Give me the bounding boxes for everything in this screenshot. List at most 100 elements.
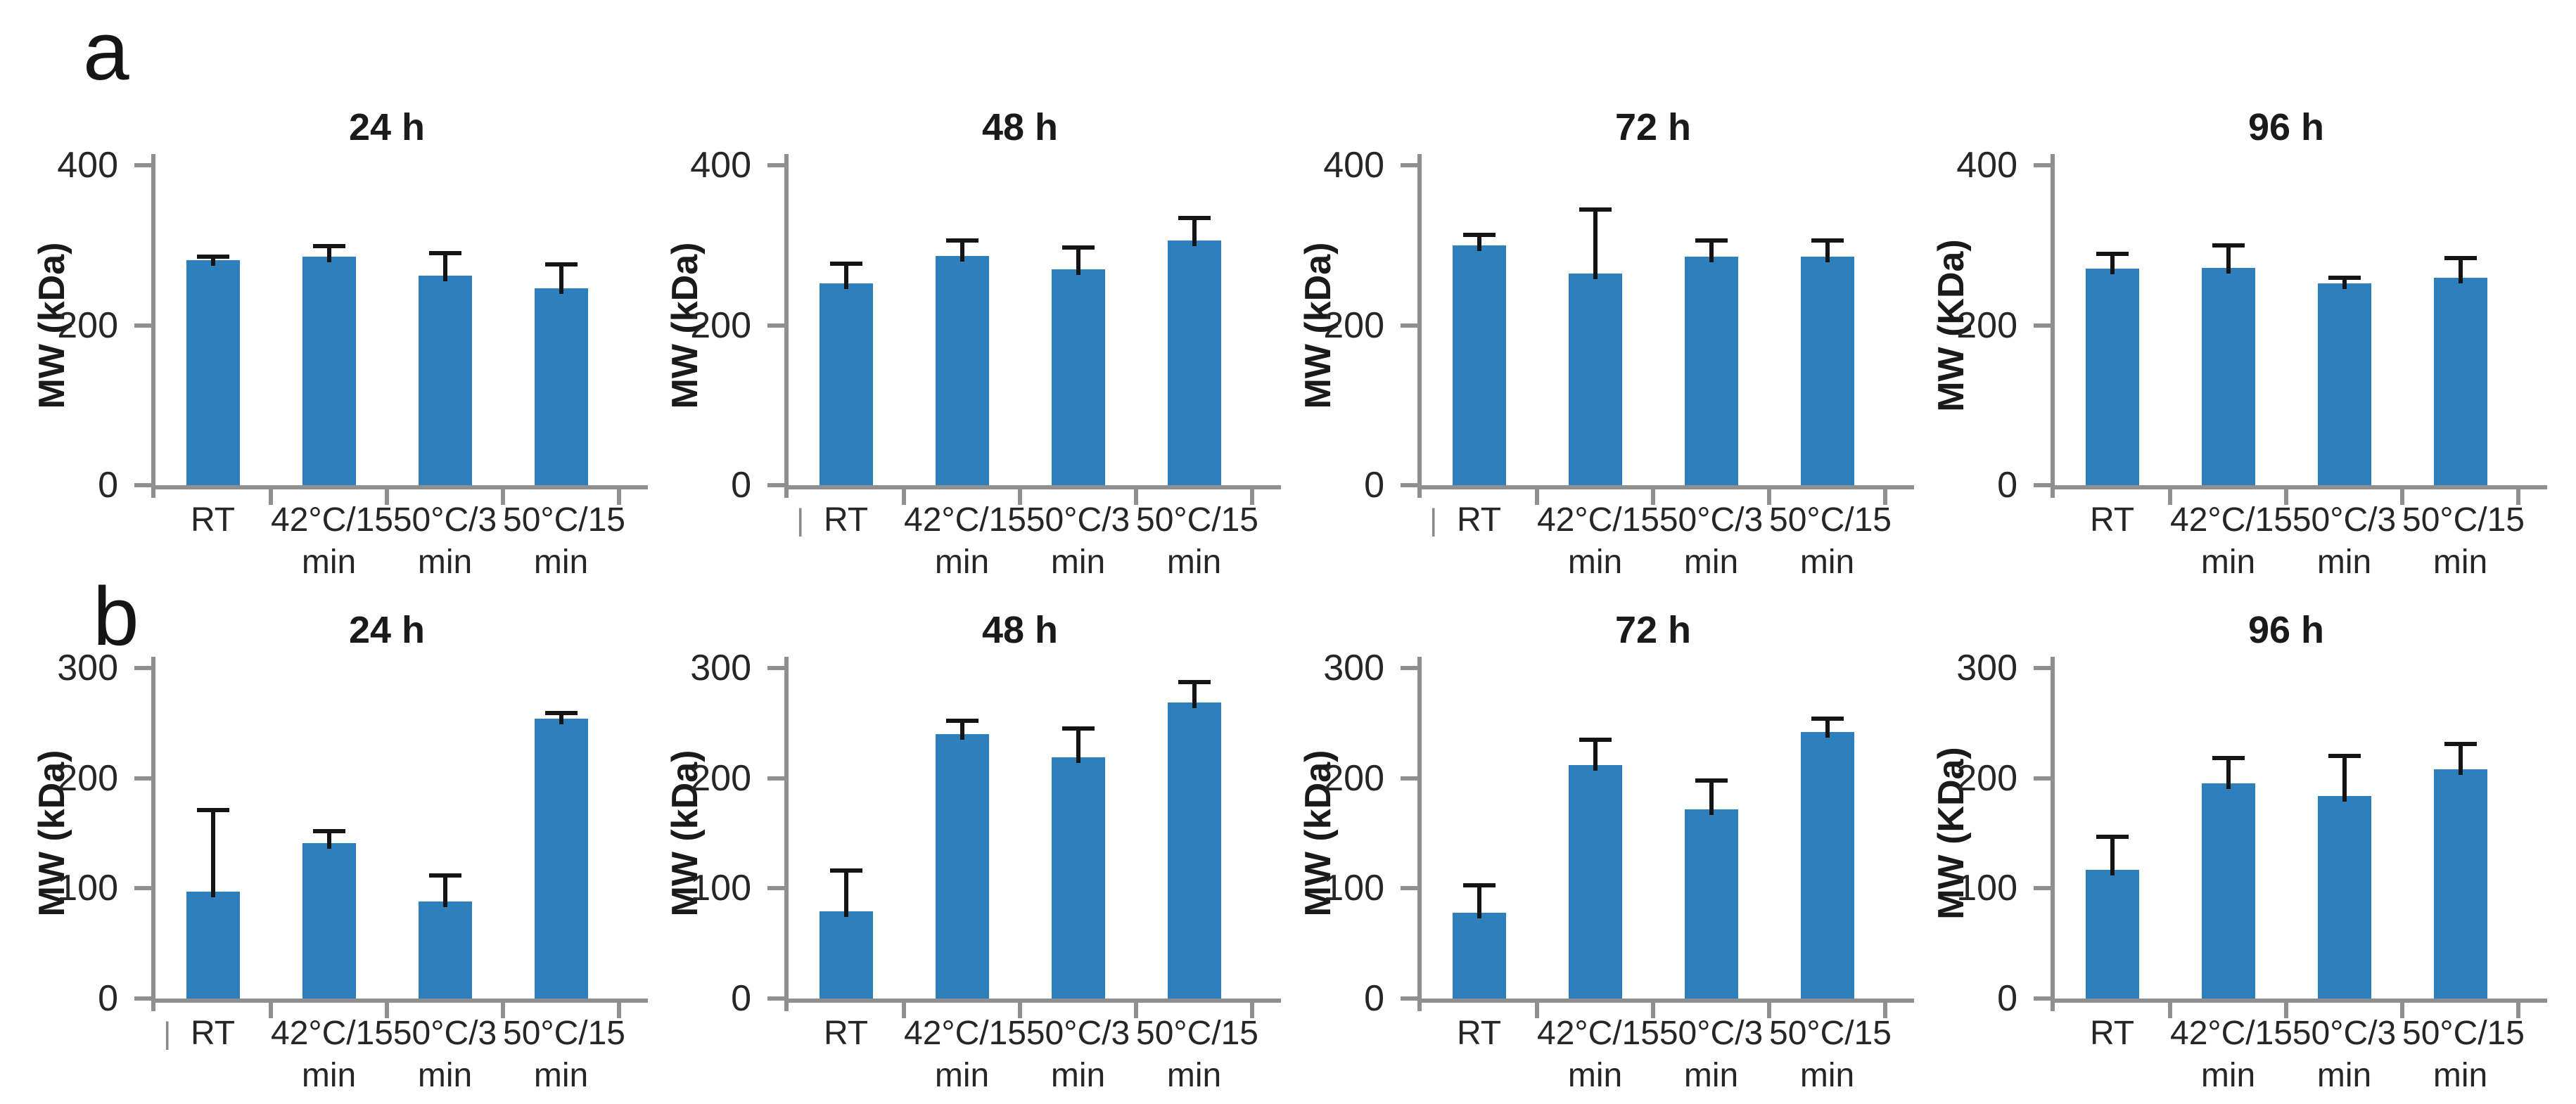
chart-a-48h: 48 h MW (kDa) 0 200 400 | RT 42°C/15 min 50°C/3 mi… [654,105,1287,591]
x-tick-label-line1: RT [1456,501,1502,539]
x-tick-label: 50°C/3 min [2286,1013,2402,1097]
x-tick-label: 50°C/15 min [1769,499,1892,584]
bar-RT [2085,870,2139,999]
x-tick-mark [385,1003,389,1018]
x-tick-label-line1: 50°C/3 [1659,501,1764,539]
plot-area: 0 200 400 [1323,147,1914,505]
chart-title: 96 h [2247,609,2325,651]
chart-a-72h: 72 h MW (kDa) 0 200 400 | RT 42°C/15 min 50°C/3 mi… [1287,105,1920,591]
x-tick-label-line2: min [1050,544,1106,581]
x-tick-label: 50°C/3 min [1653,499,1769,584]
error-bar-line [210,810,215,897]
y-tick-label: 300 [57,648,118,688]
x-tick-label-line1: RT [1456,1015,1502,1052]
plot-area: 0 100 200 300 [1956,650,2547,1018]
error-bar-line [1477,235,1481,251]
error-bar-line [2458,258,2463,283]
bar-RT [2085,269,2139,485]
y-tick-mark [1401,323,1417,328]
error-bar-line [210,257,215,266]
x-tick-label-line2: min [2316,544,2372,581]
bar-RT [186,260,240,485]
x-tick-label-line2: min [1567,544,1623,581]
y-tick-mark [134,483,151,487]
x-tick-label-line2: min [2200,544,2256,581]
error-bar-cap [1462,233,1496,237]
error-bar-cap [945,238,978,243]
y-tick-mark [767,483,784,487]
error-bar-cap [2212,756,2245,760]
bar-42-C-15-min [302,257,356,485]
bar-42-C-15-min [935,256,989,485]
x-tick-mark [1250,489,1254,505]
error-bar-cap [2328,276,2361,280]
y-tick-label: 100 [57,868,118,909]
error-bar-cap [544,711,578,715]
bar-42-C-15-min [1568,765,1622,999]
x-tick-mark [1134,489,1138,505]
x-tick-label: 42°C/15 min [271,499,393,584]
x-tick-mark [1651,1003,1655,1018]
y-axis-line [784,154,789,498]
x-tick-label: 42°C/15 min [904,499,1026,584]
y-tick-label: 300 [1323,648,1384,688]
chart-title: 96 h [2247,106,2325,148]
y-tick-mark [1401,483,1417,487]
error-bar-cap [1178,680,1211,684]
error-bar-cap [1061,245,1095,250]
chart-b-96h: 96 h MW (KDa) 0 100 200 300 RT 42°C/15 min 50°C/3… [1920,608,2553,1104]
x-tick-label: 50°C/15 min [1769,1013,1892,1097]
y-axis-line [1417,154,1422,498]
bar-42-C-15-min [2201,268,2255,485]
error-bar-line [1709,781,1714,815]
x-tick-label-line2: min [1567,1057,1623,1094]
chart-title: 24 h [348,609,426,651]
error-bar-cap [428,251,461,255]
x-tick-mark [385,489,389,505]
bar-50-C-3-min [1684,257,1738,485]
x-tick-label-line1: RT [2089,1015,2135,1052]
x-tick-mark [617,489,621,505]
x-tick-label: RT [2054,1013,2170,1055]
error-bar-cap [2212,243,2245,248]
plot-area: 0 200 400 [1956,147,2547,505]
x-axis-line [2051,999,2547,1003]
y-tick-mark [2034,323,2051,328]
x-tick-mark [2516,1003,2520,1018]
chart-row-b: 24 h MW (kDa) 0 100 200 300 | RT 42°C/15 min 50°C/… [21,608,2553,1104]
x-tick-mark [501,489,505,505]
x-tick-mark [2284,1003,2288,1018]
chart-b-24h: 24 h MW (kDa) 0 100 200 300 | RT 42°C/15 min 50°C/… [21,608,654,1104]
x-tick-mark [1535,489,1539,505]
plot-area: 0 100 200 300 [690,650,1281,1018]
y-axis-line [151,657,155,1011]
x-tick-label-line1: 50°C/15 [1769,1015,1892,1052]
error-bar-line [2342,278,2347,289]
y-tick-mark [2034,666,2051,670]
x-tick-label: 42°C/15 min [2170,499,2293,584]
error-bar-line [1825,240,1830,262]
x-tick-label-line2: min [1166,544,1222,581]
y-axis-line [151,154,155,498]
error-bar-cap [829,868,862,873]
x-tick-label-line1: 50°C/3 [1659,1015,1764,1052]
bar-50-C-15-min [534,288,588,485]
x-tick-label-line1: RT [823,501,869,539]
y-tick-label: 400 [1323,145,1384,186]
error-bar-cap [1811,717,1844,721]
chart-a-96h: 96 h MW (KDa) 0 200 400 RT 42°C/15 min 50°C/3 min… [1920,105,2553,591]
x-tick-mark [269,1003,273,1018]
x-tick-label-line1: 50°C/15 [503,1015,625,1052]
x-tick-label: 50°C/3 min [1653,1013,1769,1097]
error-bar-cap [544,262,578,267]
x-axis-line [151,485,648,489]
plot-area: 0 100 200 300 [57,650,648,1018]
y-tick-mark [2034,776,2051,781]
x-tick-label: 50°C/15 min [2402,499,2525,584]
x-tick-mark [2168,1003,2172,1018]
x-tick-label-line2: min [2200,1057,2256,1094]
error-bar-line [1477,885,1481,918]
chart-row-a: 24 h MW (kDa) 0 200 400 RT 42°C/15 min 50°C/3 min… [21,105,2553,591]
x-tick-label-line1: 42°C/15 [904,501,1026,539]
y-tick-label: 100 [1956,868,2017,909]
